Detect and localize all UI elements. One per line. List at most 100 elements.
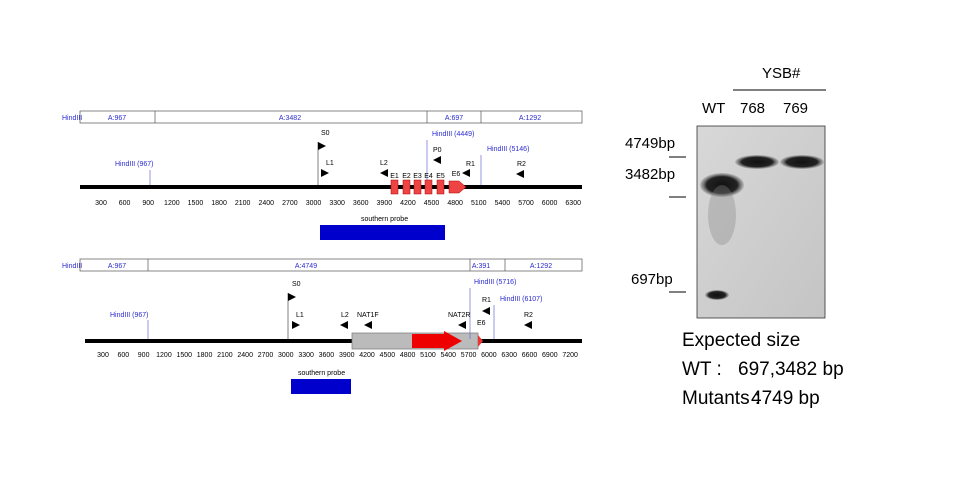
- scale-label: 3600: [353, 200, 369, 207]
- scale-label: 900: [142, 200, 154, 207]
- scale-label: 3300: [298, 352, 314, 359]
- scale-label: 6300: [501, 352, 517, 359]
- scale-label: 1800: [211, 200, 227, 207]
- scale-label: 300: [97, 352, 109, 359]
- scale-label: 5100: [471, 200, 487, 207]
- exon: [390, 179, 399, 195]
- exon: [402, 179, 411, 195]
- probe-label: southern probe: [361, 216, 408, 223]
- scale-label: 1500: [188, 200, 204, 207]
- primer-arrow: [458, 321, 466, 329]
- exon: [448, 180, 467, 194]
- scale-label: 3900: [377, 200, 393, 207]
- lane-label: 769: [783, 100, 808, 117]
- band: [705, 290, 729, 300]
- primer-arrow: [364, 321, 372, 329]
- primer-arrow: [462, 169, 470, 177]
- primer-label: R1: [482, 297, 491, 304]
- exon-label: E5: [436, 173, 445, 180]
- scale-label: 2700: [282, 200, 298, 207]
- site-label: HindIII (6107): [500, 296, 542, 303]
- scale-label: 1800: [197, 352, 213, 359]
- primer-label: NAT2R: [448, 312, 470, 319]
- primer-arrow: [321, 169, 329, 177]
- band: [780, 155, 824, 169]
- scale-label: 4800: [447, 200, 463, 207]
- exon-label: E1: [390, 173, 399, 180]
- primer-arrow: [288, 293, 296, 301]
- scale-label: 5400: [440, 352, 456, 359]
- fragment-label: A:967: [108, 115, 126, 122]
- scale-label: 4500: [380, 352, 396, 359]
- site-label: HindIII (4449): [432, 131, 474, 138]
- primer-arrow: [380, 169, 388, 177]
- scale-label: 1200: [156, 352, 172, 359]
- scale-label: 3900: [339, 352, 355, 359]
- probe: [291, 379, 351, 394]
- exon: [478, 335, 483, 347]
- marker-label: 697bp: [631, 271, 673, 288]
- scale-label: 4200: [359, 352, 375, 359]
- probe: [320, 225, 445, 240]
- fragment-label: A:4749: [295, 263, 317, 270]
- exon-label: E3: [413, 173, 422, 180]
- expected-value: 697,3482 bp: [738, 359, 844, 380]
- exon-label: E2: [402, 173, 411, 180]
- scale-label: 2400: [258, 200, 274, 207]
- scale-label: 4800: [400, 352, 416, 359]
- scale-label: 1500: [176, 352, 192, 359]
- marker-label: 4749bp: [625, 135, 675, 152]
- primer-arrow: [340, 321, 348, 329]
- scale-label: 5100: [420, 352, 436, 359]
- scale-label: 600: [117, 352, 129, 359]
- fragment-label: A:3482: [279, 115, 301, 122]
- exon: [413, 179, 422, 195]
- probe-label: southern probe: [298, 370, 345, 377]
- scale-label: 3300: [329, 200, 345, 207]
- scale-label: 7200: [562, 352, 578, 359]
- scale-label: 5700: [518, 200, 534, 207]
- scale-label: 6300: [565, 200, 581, 207]
- scale-label: 3600: [319, 352, 335, 359]
- marker-gene: [412, 331, 462, 351]
- site-label: HindIII (5716): [474, 279, 516, 286]
- primer-label: L2: [380, 160, 388, 167]
- exon: [436, 179, 445, 195]
- group-label: YSB#: [762, 65, 801, 82]
- scale-label: 300: [95, 200, 107, 207]
- primer-arrow: [482, 307, 490, 315]
- expected-label: WT :: [682, 359, 722, 380]
- fragment-label: A:391: [472, 263, 490, 270]
- primer-label: L2: [341, 312, 349, 319]
- scale-label: 6900: [542, 352, 558, 359]
- fragment-label: HindIII: [62, 263, 82, 270]
- fragment-label: A:1292: [530, 263, 552, 270]
- exon-label: E4: [424, 173, 433, 180]
- primer-label: NAT1F: [357, 312, 379, 319]
- primer-label: E6: [477, 320, 486, 327]
- expected-value: 4749 bp: [751, 388, 820, 409]
- scale-label: 6000: [481, 352, 497, 359]
- site-label: HindIII (5146): [487, 146, 529, 153]
- exon-label: E6: [452, 171, 461, 178]
- scale-label: 2100: [217, 352, 233, 359]
- scale-label: 2100: [235, 200, 251, 207]
- primer-arrow: [516, 170, 524, 178]
- exon: [424, 179, 433, 195]
- expected-title: Expected size: [682, 330, 800, 351]
- site-label: HindIII (967): [115, 161, 154, 168]
- primer-label: L1: [326, 160, 334, 167]
- site-label: HindIII (967): [110, 312, 149, 319]
- scale-label: 5700: [461, 352, 477, 359]
- scale-label: 2400: [237, 352, 253, 359]
- fragment-label: A:967: [108, 263, 126, 270]
- primer-arrow: [524, 321, 532, 329]
- primer-label: R1: [466, 161, 475, 168]
- primer-label: L1: [296, 312, 304, 319]
- scale-label: 900: [138, 352, 150, 359]
- scale-label: 5400: [495, 200, 511, 207]
- scale-label: 2700: [258, 352, 274, 359]
- marker-label: 3482bp: [625, 166, 675, 183]
- scale-label: 4200: [400, 200, 416, 207]
- scale-label: 3000: [278, 352, 294, 359]
